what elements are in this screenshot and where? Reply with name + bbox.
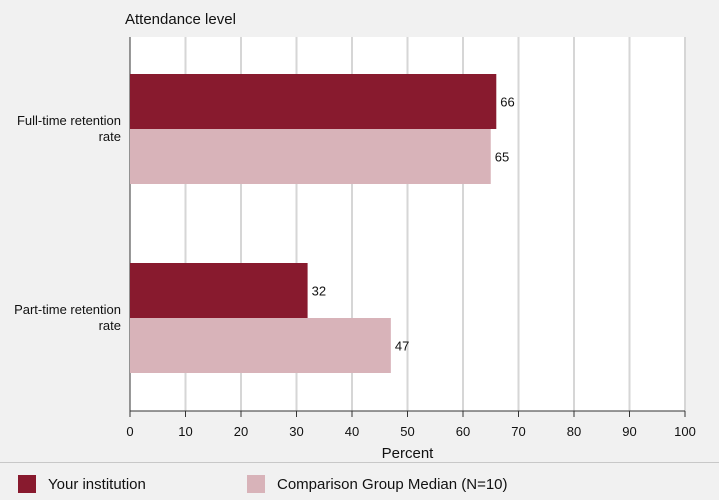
bar-comparison-group <box>130 129 491 184</box>
legend-label-comparison-group: Comparison Group Median (N=10) <box>277 475 508 493</box>
legend-swatch-your-institution <box>18 475 36 493</box>
x-tick-label: 50 <box>400 424 414 439</box>
data-label: 65 <box>495 150 509 165</box>
legend: Your institution Comparison Group Median… <box>0 462 719 500</box>
x-tick-label: 30 <box>289 424 303 439</box>
bar-comparison-group <box>130 318 391 373</box>
chart-plot: 0 10 20 30 40 50 60 70 80 90 100 Percent Attendance … <box>14 11 696 462</box>
x-tick-label: 40 <box>345 424 359 439</box>
x-tick-label: 80 <box>567 424 581 439</box>
data-label: 47 <box>395 339 409 354</box>
x-tick-label: 100 <box>674 424 696 439</box>
legend-item-your-institution: Your institution <box>18 475 146 493</box>
y-category-label: Part-time retention rate <box>14 302 121 333</box>
x-axis-title: Percent <box>382 445 435 462</box>
bar-your-institution <box>130 263 308 318</box>
legend-item-comparison-group: Comparison Group Median (N=10) <box>247 475 508 493</box>
x-tick-label: 0 <box>126 424 133 439</box>
chart-title: Attendance level <box>125 11 236 28</box>
x-tick-label: 90 <box>622 424 636 439</box>
legend-swatch-comparison-group <box>247 475 265 493</box>
data-label: 66 <box>500 95 514 110</box>
x-tick-label: 70 <box>511 424 525 439</box>
x-tick-label: 10 <box>178 424 192 439</box>
legend-label-your-institution: Your institution <box>48 475 146 493</box>
data-label: 32 <box>312 284 326 299</box>
y-category-label: Full-time retention rate <box>17 113 121 144</box>
x-tick-label: 20 <box>234 424 248 439</box>
x-tick-label: 60 <box>456 424 470 439</box>
bar-your-institution <box>130 74 497 129</box>
